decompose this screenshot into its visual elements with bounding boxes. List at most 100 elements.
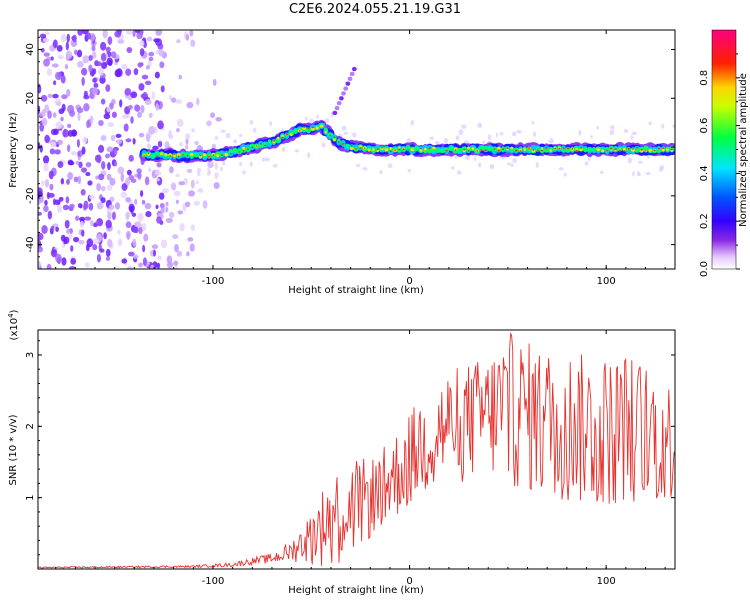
noise-speckle (206, 120, 212, 127)
ridge-mark (169, 155, 172, 157)
noise-speckle (56, 44, 63, 52)
noise-speckle (120, 191, 128, 199)
noise-speckle (42, 37, 50, 43)
noise-speckle (73, 176, 79, 183)
noise-speckle (63, 128, 67, 138)
ridge-mark (292, 128, 299, 134)
noise-speckle (50, 249, 58, 258)
noise-speckle (645, 171, 651, 176)
colorbar-gradient (711, 29, 737, 270)
noise-speckle (191, 128, 195, 133)
noise-speckle (145, 211, 152, 218)
ridge-mark (299, 130, 301, 132)
noise-speckle (197, 188, 204, 193)
noise-speckle (56, 204, 63, 213)
noise-speckle (119, 99, 123, 108)
ridge-mark (601, 149, 605, 153)
ridge-mark (307, 127, 310, 130)
noise-speckle (135, 104, 141, 112)
ridge-mark (562, 147, 565, 150)
noise-speckle (95, 175, 99, 180)
y-tick-label: -40 (25, 236, 36, 252)
ridge-mark (398, 148, 401, 151)
noise-speckle (64, 64, 69, 70)
noise-speckle (40, 47, 45, 53)
noise-speckle (77, 203, 83, 208)
noise-speckle (125, 177, 131, 186)
ridge-mark (480, 149, 483, 152)
ridge-mark (380, 147, 384, 151)
noise-speckle (124, 87, 132, 96)
ridge-mark (586, 147, 593, 152)
noise-speckle (225, 132, 231, 139)
noise-speckle (61, 257, 67, 266)
noise-speckle (108, 204, 115, 210)
x-tick-label: -100 (202, 276, 225, 287)
noise-speckle (176, 39, 181, 44)
noise-speckle (91, 51, 97, 59)
ridge-mark (457, 147, 463, 153)
noise-speckle (516, 129, 522, 134)
ridge-mark (177, 153, 181, 156)
noise-speckle (144, 202, 152, 210)
noise-speckle (175, 199, 179, 204)
ridge-mark (645, 150, 647, 152)
noise-speckle (110, 51, 117, 59)
noise-speckle (175, 173, 180, 178)
noise-speckle (103, 232, 107, 240)
noise-speckle (111, 211, 116, 221)
snr-frame (37, 329, 676, 570)
ridge-mark (228, 148, 233, 154)
noise-speckle (152, 249, 157, 257)
noise-speckle (185, 144, 189, 150)
ridge-mark (251, 146, 254, 149)
ridge-mark (454, 149, 457, 151)
noise-speckle (88, 194, 96, 200)
ridge-mark (545, 147, 548, 149)
noise-speckle (168, 211, 175, 218)
noise-speckle (186, 168, 193, 174)
ridge-mark (156, 155, 158, 157)
noise-speckle (38, 246, 43, 253)
noise-speckle (186, 101, 194, 109)
noise-speckle (187, 237, 194, 242)
noise-speckle (186, 251, 190, 257)
noise-speckle (609, 125, 615, 130)
ridge-mark (549, 149, 552, 153)
noise-speckle (174, 265, 179, 269)
noise-speckle (115, 139, 123, 145)
ridge-mark (592, 146, 596, 152)
ridge-mark (397, 148, 402, 153)
noise-speckle (137, 171, 142, 180)
noise-speckle (86, 120, 90, 129)
noise-speckle (53, 128, 59, 135)
noise-speckle (130, 91, 138, 99)
noise-speckle (91, 87, 99, 95)
noise-speckle (160, 207, 165, 213)
noise-speckle (52, 93, 59, 99)
ridge-mark (596, 148, 601, 152)
noise-speckle (242, 170, 246, 175)
noise-speckle (66, 178, 70, 185)
noise-speckle (46, 68, 53, 76)
ridge-mark (302, 127, 307, 131)
ridge-mark (184, 152, 190, 157)
x-tick-label: 100 (597, 576, 616, 587)
noise-speckle (165, 201, 169, 207)
ridge-branch-mark (332, 110, 338, 116)
spectrogram-frame (37, 29, 676, 270)
ridge-mark (215, 151, 221, 156)
ridge-mark (632, 148, 634, 150)
y-tick-label: 40 (25, 43, 36, 56)
noise-speckle (78, 239, 85, 245)
ridge-mark (215, 154, 220, 158)
ridge-mark (657, 147, 660, 150)
ridge-mark (484, 149, 488, 151)
y-tick-label: 0 (25, 144, 36, 150)
noise-speckle (100, 98, 106, 105)
ridge-mark (333, 138, 336, 142)
ridge-mark (189, 154, 194, 159)
noise-speckle (176, 250, 183, 257)
noise-speckle (558, 167, 564, 171)
noise-speckle (159, 61, 165, 69)
